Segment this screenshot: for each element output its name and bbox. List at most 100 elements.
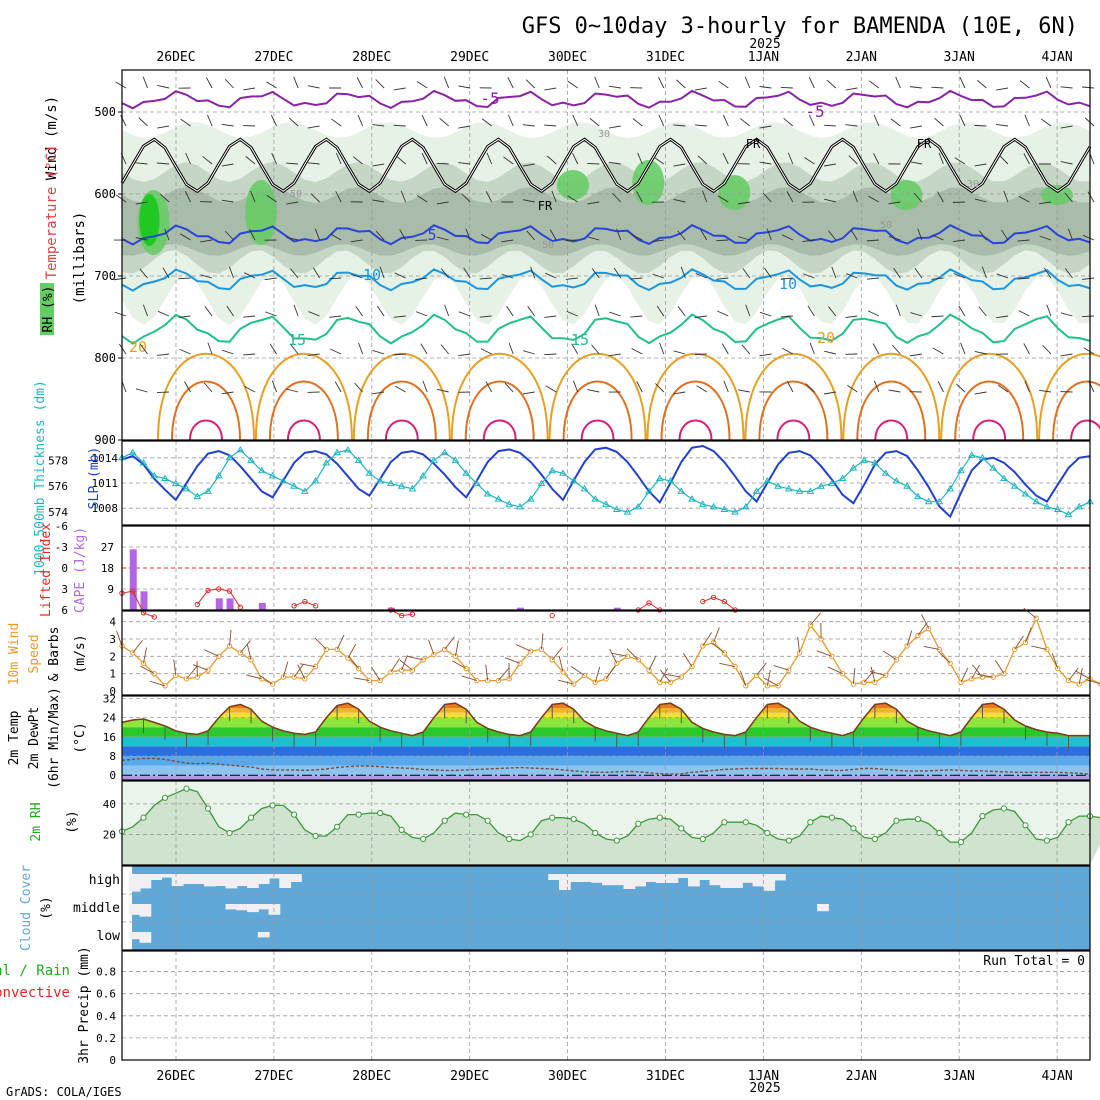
- wind-barb: [334, 381, 342, 393]
- temp-contour-30: [189, 419, 223, 441]
- thickness-point: [967, 451, 976, 458]
- wind-barb: [723, 380, 729, 393]
- wind-barb-10m: [173, 659, 177, 676]
- wind-barb: [697, 155, 708, 165]
- cloud-clear-high: [752, 874, 765, 887]
- cloud-clear-high: [698, 874, 711, 880]
- wind-barb: [631, 348, 643, 355]
- wind-barb: [937, 381, 944, 393]
- thickness-point: [881, 469, 890, 476]
- rh2m-point: [463, 811, 470, 818]
- wind-barb-10m: [739, 670, 747, 686]
- rh2m-fill: [122, 788, 1100, 865]
- wind-barb-10m: [971, 664, 980, 680]
- wind-barb: [415, 277, 428, 281]
- pressure-tick-label: 800: [94, 351, 116, 365]
- temp-contour-25: [758, 380, 829, 441]
- wind-barb: [594, 76, 600, 89]
- cape-bar: [140, 591, 148, 610]
- wind-barb: [694, 353, 707, 355]
- thickness-point: [914, 492, 922, 500]
- wind-barb: [265, 311, 277, 317]
- wind-barb: [480, 348, 492, 355]
- upper-air-panel: -5 -5 5 10 10 15 15 20 20 FR FR FR 30 50 50 50 30 500 600 7…: [94, 69, 1100, 447]
- thickness-point: [1021, 490, 1030, 497]
- wind-tick-label: 1: [109, 668, 116, 681]
- wind-barb: [400, 190, 407, 203]
- chart-title: GFS 0~10day 3-hourly for BAMENDA (10E, 6…: [522, 14, 1078, 39]
- cloud-clear-high: [139, 874, 152, 889]
- wind-barb-10m: [454, 640, 459, 657]
- wind-barb-10m: [816, 650, 833, 657]
- cloud-clear-high: [193, 874, 206, 884]
- wind-barb: [393, 353, 406, 356]
- wind-barb: [139, 344, 148, 355]
- rh2m-point: [290, 811, 298, 818]
- wind-barb: [329, 315, 342, 318]
- wind-barb-10m: [797, 636, 801, 653]
- lifted-index-point: [549, 612, 555, 619]
- wind-barb: [764, 267, 772, 279]
- wind-barb-10m: [239, 640, 251, 654]
- wind-barb: [694, 87, 707, 91]
- cape-left-labels: Lifted Index CAPE (J/kg): [39, 523, 88, 617]
- wind-barb: [716, 239, 729, 242]
- wind-barb: [444, 304, 450, 317]
- wind-barb: [544, 87, 557, 91]
- wind-barb-10m: [594, 666, 601, 683]
- cape-lifted-index-panel: 27 18 9 -6 -3 0 3 6: [55, 520, 1091, 620]
- cloud-cover-panel: high middle low: [73, 865, 1091, 951]
- wind-barb: [504, 382, 514, 393]
- wind-barb: [307, 125, 320, 129]
- cloud-clear-high: [602, 874, 614, 886]
- temp-color-band: [122, 717, 1090, 728]
- wind-barb: [694, 315, 707, 318]
- rh2m-point: [893, 817, 900, 824]
- wind-tick-label: 0: [109, 685, 116, 698]
- slp-thickness-panel: 1014 1011 1008 578 576 574: [48, 440, 1094, 526]
- wind-barb: [394, 272, 406, 279]
- cloud-left-labels: Cloud Cover (%): [19, 865, 54, 951]
- temp-contour-20: [842, 352, 941, 441]
- wind-barb: [766, 228, 772, 241]
- thickness-point: [946, 484, 955, 492]
- wind-barb: [848, 155, 858, 165]
- wind-barb: [867, 310, 880, 317]
- wind-barb: [981, 266, 987, 279]
- wind-barb: [375, 79, 385, 89]
- thickness-point: [333, 448, 341, 456]
- wind-barb-10m: [407, 655, 424, 661]
- wind-barb: [737, 389, 750, 393]
- wind-barb: [162, 267, 170, 279]
- wind-barb-10m: [132, 639, 143, 654]
- wind-barb: [1003, 190, 1009, 203]
- wind-barb-10m: [917, 622, 928, 636]
- rh2m-point: [785, 837, 792, 844]
- wind-barb: [589, 118, 600, 127]
- wind-barb: [866, 277, 879, 280]
- top-date-label: 31DEC: [646, 50, 685, 65]
- wind-barb: [608, 85, 621, 89]
- wind-barb: [673, 199, 686, 203]
- wind-barb: [802, 239, 815, 243]
- thickness-point: [419, 471, 428, 479]
- cloud-clear-high: [591, 874, 603, 883]
- wind-barb: [716, 277, 729, 280]
- wind-barb: [1001, 229, 1009, 241]
- bottom-date-label: 28DEC: [352, 1069, 391, 1084]
- wind-barb: [228, 266, 234, 279]
- cloud-unit-label: (%): [39, 896, 54, 919]
- thickness-point: [1053, 505, 1062, 512]
- wind-barb: [759, 85, 772, 89]
- cloud-axis-label: Cloud Cover: [19, 865, 34, 951]
- cape-bar: [129, 549, 137, 610]
- wind-barb: [335, 152, 342, 165]
- wind-barb: [572, 380, 579, 393]
- thickness-point: [892, 477, 901, 484]
- wind-barb: [787, 152, 794, 165]
- thickness-tick-label: 574: [48, 506, 68, 519]
- wind-barb: [485, 381, 493, 393]
- wind-barb: [379, 266, 385, 279]
- bottom-date-label: 31DEC: [646, 1069, 685, 1084]
- wind-barb: [114, 311, 127, 317]
